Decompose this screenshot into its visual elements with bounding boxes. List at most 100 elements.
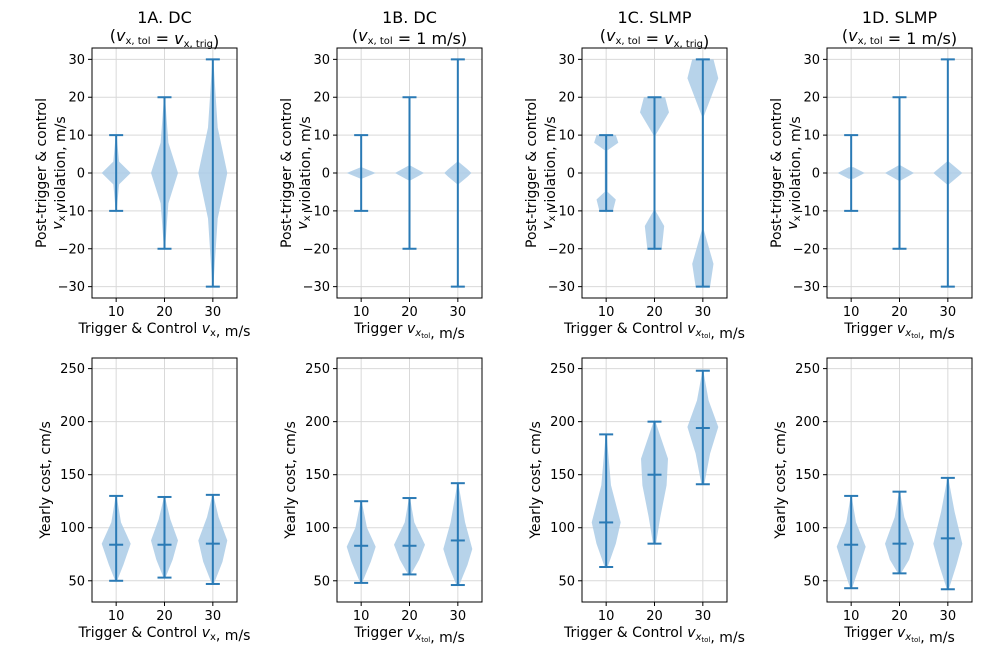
y-tick-label: 150	[60, 468, 85, 483]
x-tick-label: 10	[108, 305, 125, 320]
y-tick-label: 20	[558, 91, 575, 106]
x-tick-label: 10	[108, 609, 125, 624]
y-tick-label: −30	[793, 280, 820, 295]
x-tick-label: 10	[598, 609, 615, 624]
x-tick-label: 30	[205, 609, 222, 624]
y-tick-label: 200	[60, 415, 85, 430]
x-tick-label: 30	[940, 609, 957, 624]
chart-subtitle: (vx, tol = vx, trig)	[110, 26, 220, 51]
y-tick-label: 10	[558, 129, 575, 144]
x-tick-label: 20	[891, 609, 908, 624]
x-axis-label: Trigger vxtol, m/s	[353, 625, 465, 646]
y-tick-label: 250	[795, 362, 820, 377]
y-tick-label: 50	[68, 574, 85, 589]
x-axis-label: Trigger & Control vx, m/s	[78, 321, 251, 340]
y-tick-label: −10	[548, 204, 575, 219]
y-tick-label: 10	[803, 129, 820, 144]
y-tick-label: 20	[313, 91, 330, 106]
y-tick-label: 200	[305, 415, 330, 430]
y-tick-label: −20	[303, 242, 330, 257]
x-tick-label: 10	[843, 609, 860, 624]
y-tick-label: 150	[550, 468, 575, 483]
y-tick-label: 200	[795, 415, 820, 430]
x-tick-label: 20	[646, 609, 663, 624]
x-tick-label: 20	[401, 305, 418, 320]
y-axis-label-line1: Post-trigger & control	[34, 98, 50, 248]
y-tick-label: −30	[303, 280, 330, 295]
x-tick-label: 20	[156, 609, 173, 624]
x-tick-label: 20	[156, 305, 173, 320]
x-tick-label: 20	[891, 305, 908, 320]
chart-subtitle: (vx, tol = 1 m/s)	[352, 26, 467, 48]
y-tick-label: −10	[58, 204, 85, 219]
x-axis-label: Trigger & Control vxtol, m/s	[563, 625, 745, 646]
y-axis-label-line2: vx violation, m/s	[785, 116, 804, 229]
y-tick-label: 250	[60, 362, 85, 377]
y-tick-label: 50	[803, 574, 820, 589]
y-axis-label-line2: vx violation, m/s	[295, 116, 314, 229]
y-tick-label: 10	[313, 129, 330, 144]
y-tick-label: 100	[795, 521, 820, 536]
y-axis-label-line2: vx violation, m/s	[50, 116, 69, 229]
x-axis-label: Trigger vxtol, m/s	[843, 321, 955, 342]
x-axis-label: Trigger & Control vxtol, m/s	[563, 321, 745, 342]
x-tick-label: 10	[598, 305, 615, 320]
y-axis-label: Yearly cost, cm/s	[283, 421, 299, 540]
y-tick-label: 30	[313, 53, 330, 68]
y-tick-label: 0	[812, 167, 820, 182]
y-tick-label: 30	[68, 53, 85, 68]
y-axis-label: Yearly cost, cm/s	[773, 421, 789, 540]
y-tick-label: 150	[305, 468, 330, 483]
y-tick-label: 250	[305, 362, 330, 377]
chart-title: 1C. SLMP	[617, 8, 691, 27]
y-axis-label-line2: vx violation, m/s	[540, 116, 559, 229]
x-tick-label: 20	[401, 609, 418, 624]
chart-title: 1D. SLMP	[862, 8, 938, 27]
y-tick-label: −20	[58, 242, 85, 257]
x-axis-label: Trigger vxtol, m/s	[843, 625, 955, 646]
y-tick-label: −10	[303, 204, 330, 219]
y-tick-label: −30	[548, 280, 575, 295]
y-tick-label: 10	[68, 129, 85, 144]
y-tick-label: 0	[322, 167, 330, 182]
y-tick-label: −10	[793, 204, 820, 219]
y-tick-label: 100	[550, 521, 575, 536]
x-tick-label: 30	[940, 305, 957, 320]
y-axis-label: Yearly cost, cm/s	[38, 421, 54, 540]
chart-subtitle: (vx, tol = 1 m/s)	[842, 26, 957, 48]
chart-subtitle: (vx, tol = vx, trig)	[600, 26, 710, 51]
y-tick-label: 250	[550, 362, 575, 377]
y-tick-label: 30	[558, 53, 575, 68]
y-tick-label: 20	[803, 91, 820, 106]
x-tick-label: 30	[205, 305, 222, 320]
y-axis-label-line1: Post-trigger & control	[769, 98, 785, 248]
x-tick-label: 30	[695, 609, 712, 624]
y-tick-label: 0	[567, 167, 575, 182]
chart-title: 1B. DC	[382, 8, 437, 27]
y-tick-label: 50	[558, 574, 575, 589]
chart-title: 1A. DC	[137, 8, 192, 27]
y-axis-label-line1: Post-trigger & control	[524, 98, 540, 248]
x-axis-label: Trigger vxtol, m/s	[353, 321, 465, 342]
y-tick-label: 100	[305, 521, 330, 536]
x-axis-label: Trigger & Control vx, m/s	[78, 625, 251, 644]
x-tick-label: 20	[646, 305, 663, 320]
x-tick-label: 10	[353, 609, 370, 624]
y-axis-label: Yearly cost, cm/s	[528, 421, 544, 540]
x-tick-label: 10	[353, 305, 370, 320]
y-tick-label: −20	[793, 242, 820, 257]
y-tick-label: 100	[60, 521, 85, 536]
x-tick-label: 30	[695, 305, 712, 320]
y-tick-label: 200	[550, 415, 575, 430]
y-tick-label: −20	[548, 242, 575, 257]
y-tick-label: 30	[803, 53, 820, 68]
